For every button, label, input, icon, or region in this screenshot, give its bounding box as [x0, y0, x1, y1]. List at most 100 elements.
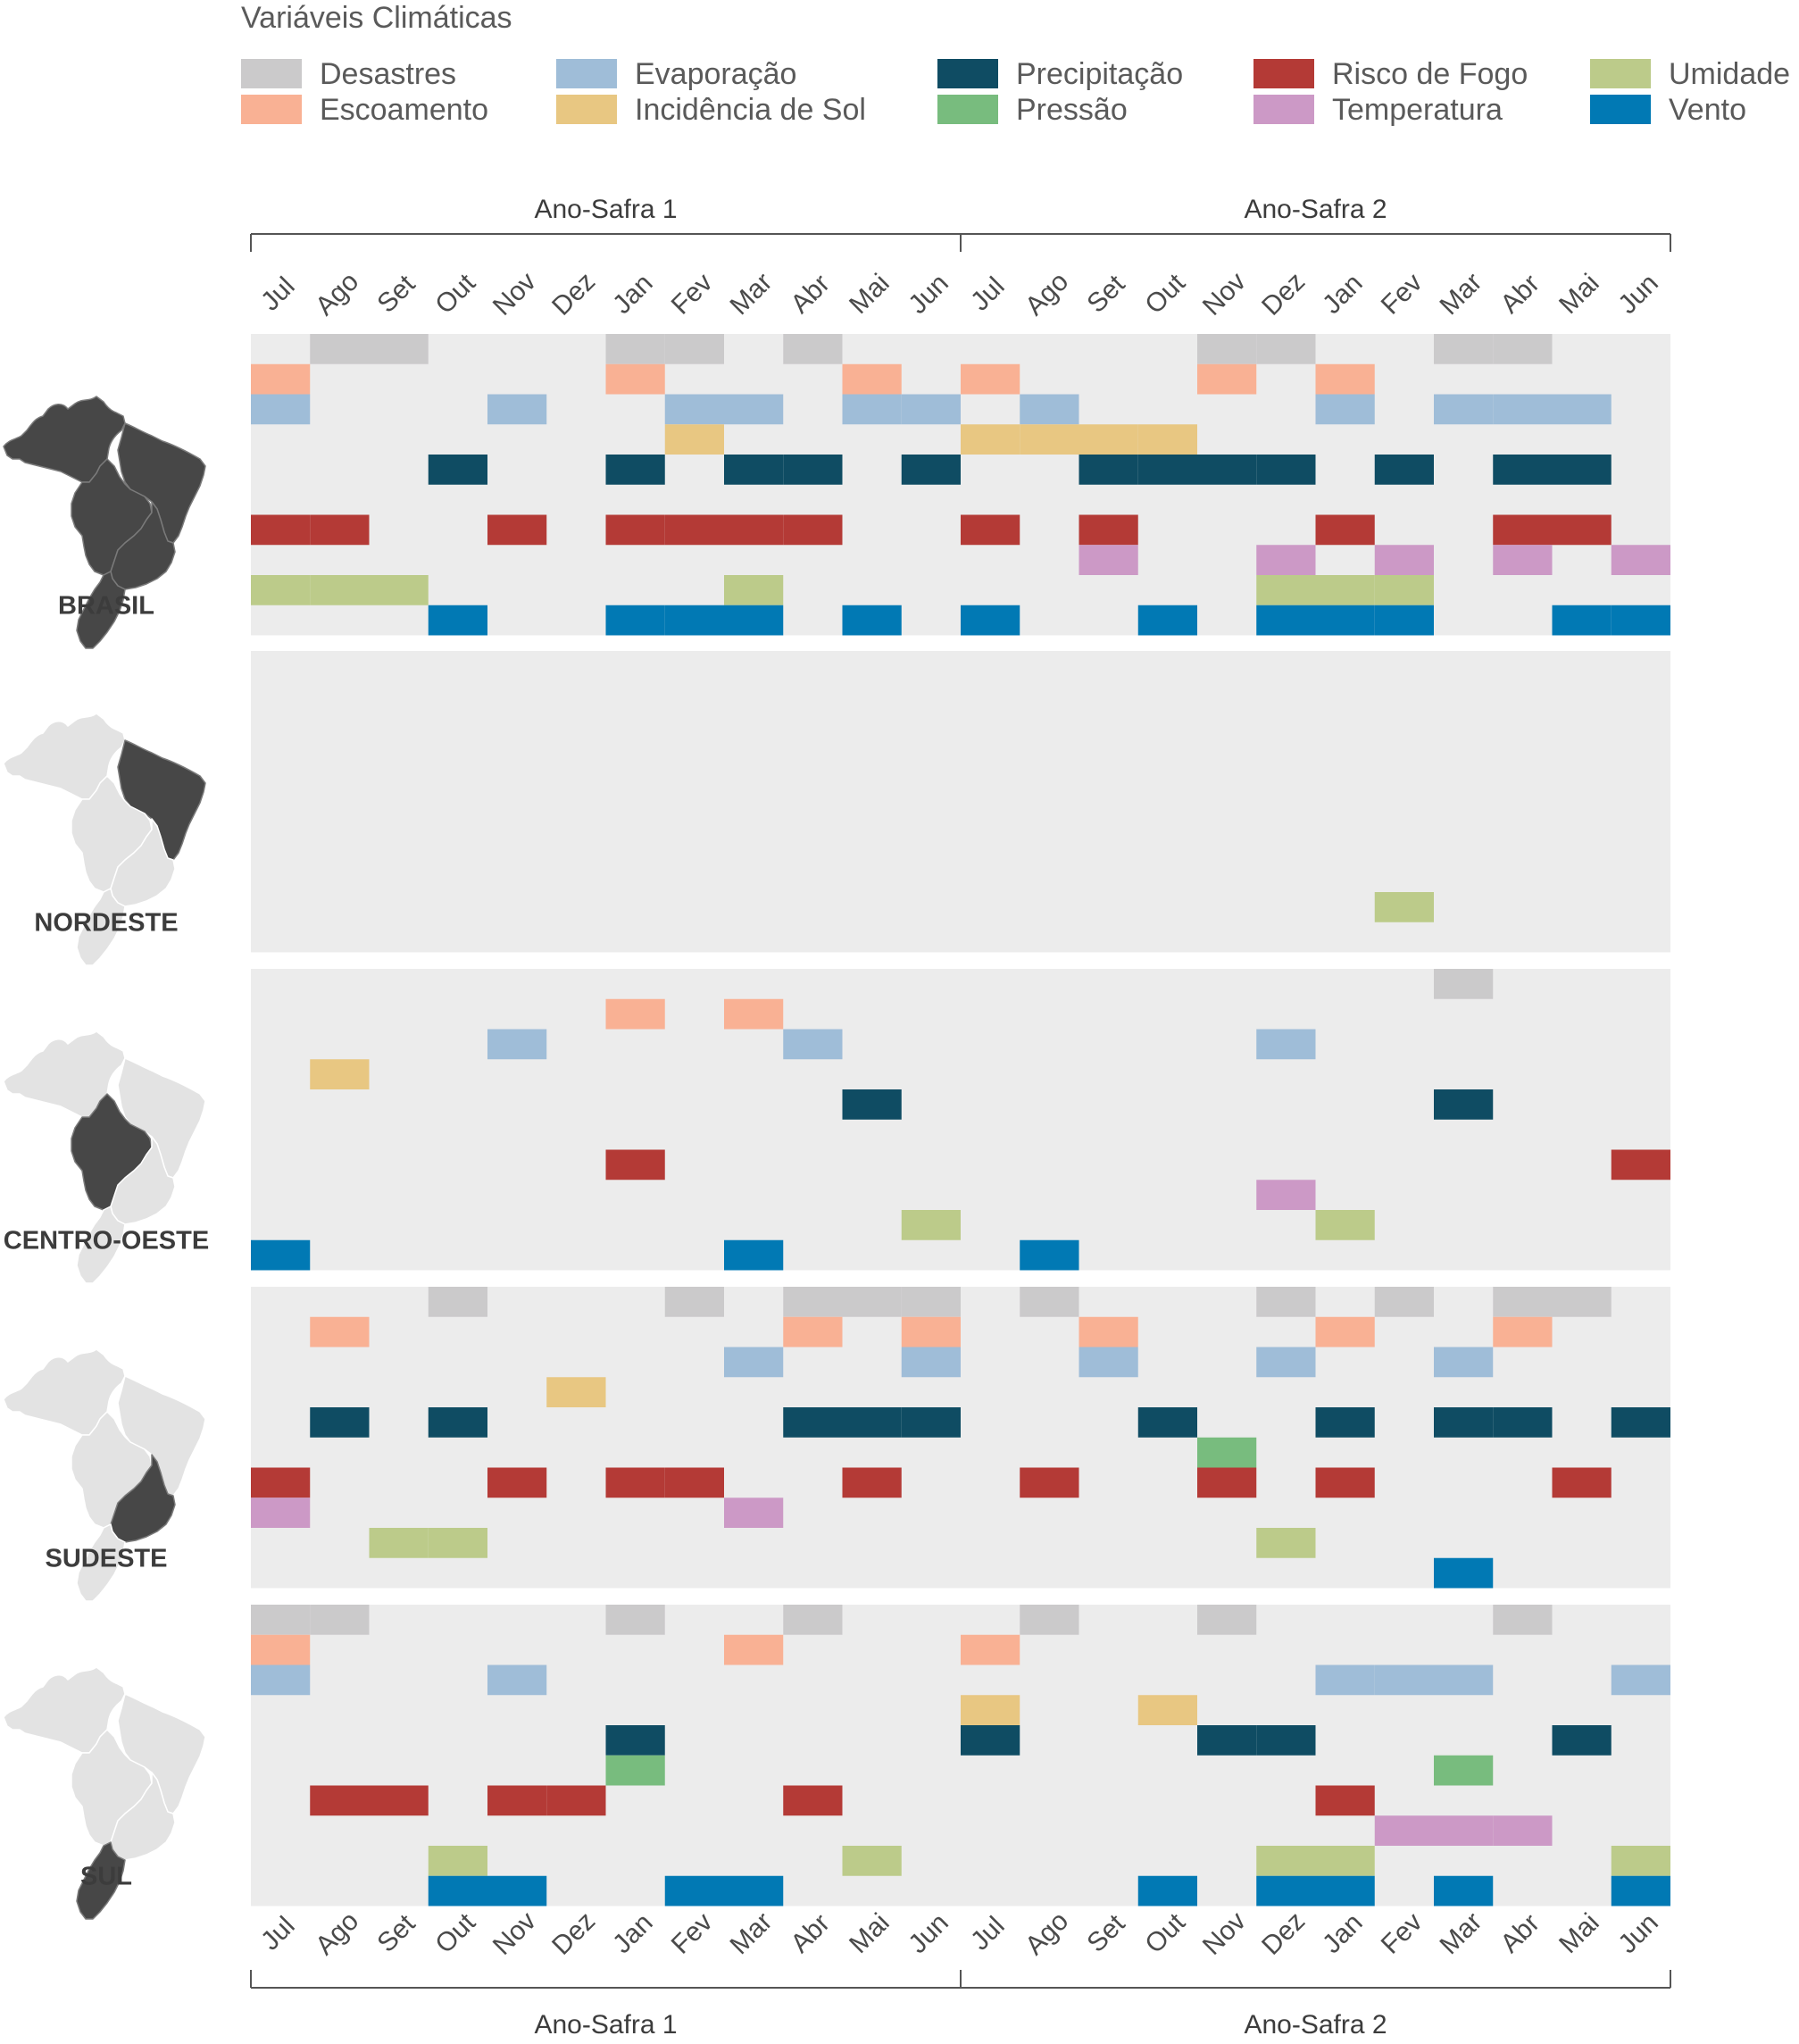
cell-centro-oeste-precipitacao-m20 — [1434, 1089, 1494, 1120]
cell-brasil-vento-m15 — [1137, 605, 1197, 636]
cell-brasil-risco-de-fogo-m18 — [1315, 514, 1375, 546]
cell-sul-vento-m20 — [1434, 1875, 1494, 1906]
cell-brasil-vento-m3 — [428, 605, 487, 636]
cell-sudeste-risco-de-fogo-m16 — [1197, 1467, 1257, 1498]
month-label-top-15: Out — [1139, 268, 1191, 320]
cell-centro-oeste-escoamento-m8 — [724, 998, 784, 1030]
legend-swatch-evaporacao — [556, 59, 617, 88]
cell-brasil-umidade-m1 — [310, 575, 370, 605]
cell-sudeste-evaporacao-m14 — [1079, 1347, 1138, 1378]
cell-sul-umidade-m18 — [1315, 1846, 1375, 1876]
cell-brasil-incidencia-de-sol-m12 — [961, 424, 1020, 455]
cell-brasil-desastres-m17 — [1256, 334, 1316, 364]
cell-sudeste-precipitacao-m20 — [1434, 1407, 1494, 1438]
cell-brasil-vento-m6 — [605, 605, 665, 636]
cell-brasil-desastres-m6 — [605, 334, 665, 364]
month-label-top-20: Mar — [1434, 267, 1487, 321]
map-sudeste-area-se — [110, 1454, 176, 1543]
cell-sul-vento-m17 — [1256, 1875, 1316, 1906]
map-brasil-area-s — [76, 571, 126, 649]
cell-sudeste-precipitacao-m10 — [842, 1407, 902, 1438]
cell-centro-oeste-desastres-m20 — [1434, 969, 1494, 999]
cell-sudeste-risco-de-fogo-m7 — [664, 1467, 724, 1498]
map-nordeste-area-se — [110, 818, 176, 907]
map-sudeste — [3, 1348, 206, 1602]
month-label-top-4: Nov — [487, 267, 542, 321]
cell-brasil-risco-de-fogo-m0 — [251, 514, 311, 546]
cell-brasil-risco-de-fogo-m1 — [310, 514, 370, 546]
cell-sul-temperatura-m20 — [1434, 1815, 1494, 1846]
legend-title: Variáveis Climáticas — [241, 1, 512, 35]
month-label-top-7: Fev — [666, 268, 719, 321]
cell-brasil-evaporacao-m18 — [1315, 394, 1375, 425]
legend-swatch-precipitacao — [937, 59, 998, 88]
cell-sul-precipitacao-m6 — [605, 1725, 665, 1756]
cell-sudeste-evaporacao-m17 — [1256, 1347, 1316, 1378]
month-label-bottom-21: Abr — [1495, 1908, 1545, 1958]
cell-sudeste-precipitacao-m15 — [1137, 1407, 1197, 1438]
legend-label-evaporacao: Evaporação — [635, 57, 796, 91]
legend-swatch-pressao — [937, 95, 998, 124]
month-label-bottom-20: Mar — [1434, 1906, 1487, 1960]
cell-brasil-vento-m22 — [1552, 605, 1612, 636]
cell-brasil-desastres-m20 — [1434, 334, 1494, 364]
cell-centro-oeste-evaporacao-m9 — [783, 1029, 843, 1060]
month-label-bottom-10: Mai — [844, 1908, 895, 1960]
cell-sudeste-escoamento-m18 — [1315, 1316, 1375, 1347]
cell-sudeste-precipitacao-m1 — [310, 1407, 370, 1438]
map-nordeste — [3, 713, 206, 966]
cell-centro-oeste-risco-de-fogo-m6 — [605, 1149, 665, 1181]
month-label-top-5: Dez — [546, 267, 601, 321]
cell-brasil-escoamento-m0 — [251, 363, 311, 395]
month-label-top-18: Jan — [1317, 269, 1369, 321]
cell-sudeste-incidencia-de-sol-m5 — [546, 1377, 606, 1407]
month-label-top-11: Jun — [903, 269, 954, 321]
cell-brasil-evaporacao-m7 — [664, 394, 724, 425]
legend-label-risco-de-fogo: Risco de Fogo — [1332, 57, 1528, 91]
cell-sudeste-risco-de-fogo-m10 — [842, 1467, 902, 1498]
cell-brasil-desastres-m16 — [1197, 334, 1257, 364]
cell-sudeste-evaporacao-m8 — [724, 1347, 784, 1378]
cell-brasil-vento-m10 — [842, 605, 902, 636]
cell-brasil-evaporacao-m8 — [724, 394, 784, 425]
cell-brasil-precipitacao-m19 — [1374, 455, 1434, 485]
month-label-top-1: Ago — [310, 267, 364, 321]
cell-brasil-umidade-m18 — [1315, 575, 1375, 605]
cell-brasil-vento-m8 — [724, 605, 784, 636]
cell-brasil-umidade-m0 — [251, 575, 311, 605]
month-label-bottom-14: Set — [1081, 1908, 1131, 1958]
cell-brasil-precipitacao-m22 — [1552, 455, 1612, 485]
cell-sul-escoamento-m12 — [961, 1634, 1020, 1665]
cell-sudeste-desastres-m3 — [428, 1287, 487, 1317]
cell-brasil-precipitacao-m6 — [605, 455, 665, 485]
cell-sul-vento-m18 — [1315, 1875, 1375, 1906]
cell-sudeste-escoamento-m21 — [1493, 1316, 1553, 1347]
cell-brasil-escoamento-m12 — [961, 363, 1020, 395]
cell-sul-evaporacao-m23 — [1611, 1664, 1670, 1696]
legend-label-umidade: Umidade — [1669, 57, 1790, 91]
cell-sul-evaporacao-m18 — [1315, 1664, 1375, 1696]
region-label-brasil: BRASIL — [58, 592, 154, 621]
month-label-top-21: Abr — [1495, 269, 1545, 319]
region-maps: BRASIL NORDESTE CENTRO-OESTE SUDESTE SUL — [3, 396, 209, 1920]
legend-label-incidencia-de-sol: Incidência de Sol — [635, 93, 866, 127]
cell-brasil-vento-m23 — [1611, 605, 1670, 636]
cell-sudeste-evaporacao-m11 — [901, 1347, 961, 1378]
cell-brasil-risco-de-fogo-m21 — [1493, 514, 1553, 546]
cell-sul-evaporacao-m0 — [251, 1664, 311, 1696]
cell-brasil-vento-m7 — [664, 605, 724, 636]
month-label-bottom-7: Fev — [666, 1907, 719, 1960]
month-label-top-14: Set — [1081, 269, 1131, 319]
legend: Variáveis Climáticas DesastresEscoamento… — [241, 1, 1790, 127]
cell-brasil-temperatura-m17 — [1256, 545, 1316, 575]
cell-sul-risco-de-fogo-m2 — [369, 1785, 429, 1816]
cell-brasil-precipitacao-m9 — [783, 455, 843, 485]
cell-centro-oeste-incidencia-de-sol-m1 — [310, 1059, 370, 1089]
cell-sul-escoamento-m8 — [724, 1634, 784, 1665]
cell-sul-desastres-m21 — [1493, 1605, 1553, 1635]
cell-brasil-evaporacao-m11 — [901, 394, 961, 425]
crop-year-label-bottom-2: Ano-Safra 2 — [1244, 2010, 1387, 2040]
month-label-bottom-12: Jul — [965, 1911, 1010, 1956]
month-label-bottom-0: Jul — [255, 1911, 300, 1956]
month-label-bottom-17: Dez — [1256, 1906, 1311, 1961]
